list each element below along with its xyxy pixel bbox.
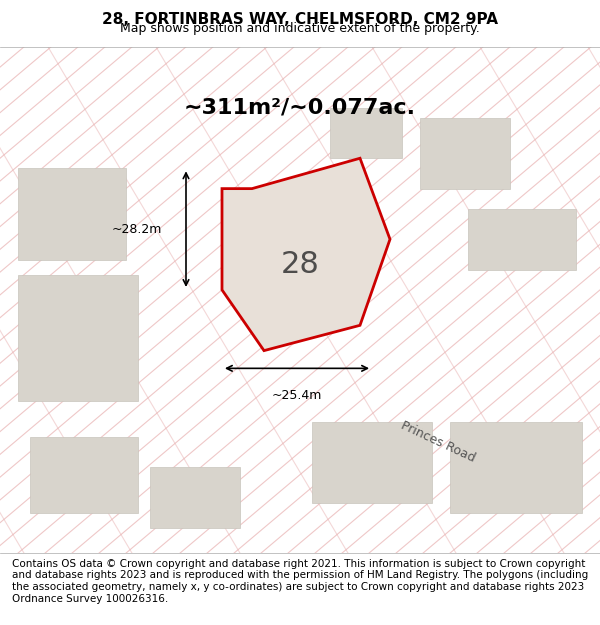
FancyBboxPatch shape [150, 467, 240, 528]
FancyBboxPatch shape [420, 118, 510, 189]
Text: Princes Road: Princes Road [399, 419, 477, 464]
FancyBboxPatch shape [450, 421, 582, 512]
Text: 28, FORTINBRAS WAY, CHELMSFORD, CM2 9PA: 28, FORTINBRAS WAY, CHELMSFORD, CM2 9PA [102, 12, 498, 27]
Text: ~25.4m: ~25.4m [272, 389, 322, 402]
FancyBboxPatch shape [468, 209, 576, 269]
FancyBboxPatch shape [312, 421, 432, 502]
FancyBboxPatch shape [330, 107, 402, 158]
Text: ~311m²/~0.077ac.: ~311m²/~0.077ac. [184, 98, 416, 118]
FancyBboxPatch shape [30, 437, 138, 512]
Text: Map shows position and indicative extent of the property.: Map shows position and indicative extent… [120, 22, 480, 35]
FancyBboxPatch shape [18, 168, 126, 259]
FancyBboxPatch shape [18, 275, 138, 401]
Text: Contains OS data © Crown copyright and database right 2021. This information is : Contains OS data © Crown copyright and d… [12, 559, 588, 604]
Text: 28: 28 [281, 250, 319, 279]
Polygon shape [222, 158, 390, 351]
Text: ~28.2m: ~28.2m [112, 222, 162, 236]
